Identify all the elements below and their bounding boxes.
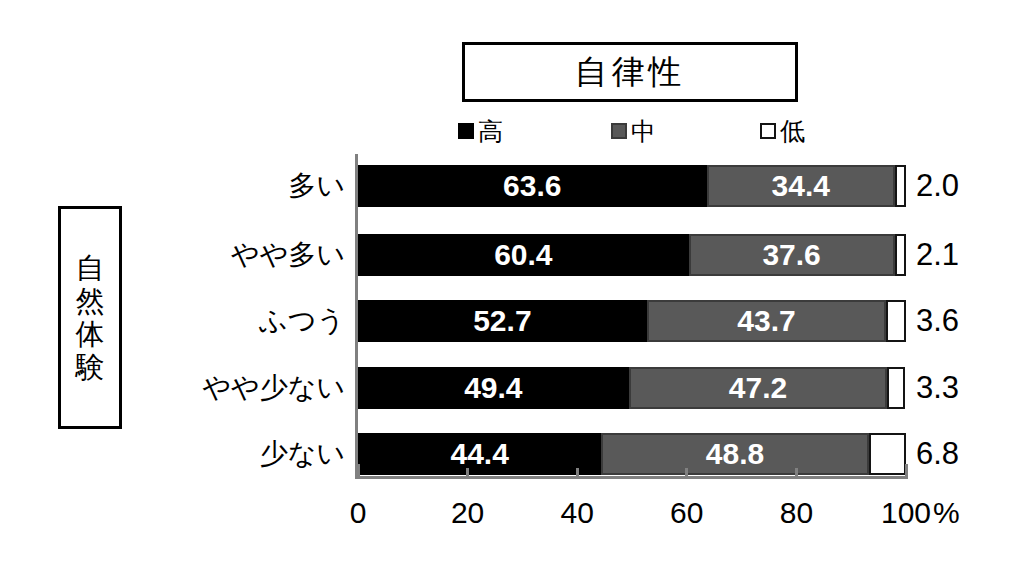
legend-swatch-icon (760, 123, 776, 139)
bar-segment-中: 34.4 (707, 165, 896, 207)
bar-segment-高: 60.4 (358, 234, 689, 276)
x-axis-tick-label: 20 (423, 498, 513, 528)
outside-value-label: 6.8 (916, 433, 1011, 475)
legend: 高中低 (0, 116, 1024, 146)
bar-segment-低 (887, 367, 905, 409)
category-label: やや多い (95, 234, 345, 276)
legend-item-中: 中 (611, 116, 656, 146)
bar-segment-低 (886, 300, 906, 342)
bar-segment-低 (869, 433, 906, 475)
bar-segment-中: 43.7 (647, 300, 886, 342)
category-label: 多い (95, 165, 345, 207)
bar-row: 52.743.7 (358, 300, 906, 342)
outside-value-label: 3.6 (916, 300, 1011, 342)
bar-segment-中: 47.2 (629, 367, 888, 409)
bar-segment-高: 49.4 (358, 367, 629, 409)
legend-label: 低 (780, 116, 805, 146)
legend-swatch-icon (611, 123, 627, 139)
bar-row: 49.447.2 (358, 367, 906, 409)
bar-segment-高: 63.6 (358, 165, 707, 207)
stacked-bar-chart: 自律性 高中低 自然体験 多い63.634.42.0やや多い60.437.62.… (0, 0, 1024, 575)
x-axis-tick-label: 0 (313, 498, 403, 528)
legend-label: 高 (478, 116, 503, 146)
x-axis-unit-label: % (933, 498, 960, 528)
legend-label: 中 (631, 116, 656, 146)
category-label: ふつう (95, 300, 345, 342)
legend-item-高: 高 (458, 116, 503, 146)
category-label: やや少ない (95, 367, 345, 409)
bar-segment-低 (895, 234, 907, 276)
bar-segment-高: 44.4 (358, 433, 601, 475)
category-label: 少ない (95, 433, 345, 475)
x-axis-line (355, 476, 908, 479)
bar-segment-中: 48.8 (601, 433, 868, 475)
bar-segment-高: 52.7 (358, 300, 647, 342)
x-axis-tick (576, 468, 579, 476)
x-axis-tick-label: 80 (751, 498, 841, 528)
legend-swatch-icon (458, 123, 474, 139)
chart-title-box: 自律性 (462, 42, 798, 102)
x-axis-tick (357, 464, 360, 476)
outside-value-label: 2.1 (916, 234, 1011, 276)
outside-value-label: 2.0 (916, 165, 1011, 207)
bar-segment-低 (895, 165, 906, 207)
bar-row: 63.634.4 (358, 165, 906, 207)
legend-item-低: 低 (760, 116, 805, 146)
x-axis-tick (685, 468, 688, 476)
bar-row: 60.437.6 (358, 234, 906, 276)
x-axis-tick (905, 464, 908, 476)
chart-title: 自律性 (575, 50, 686, 95)
outside-value-label: 3.3 (916, 367, 1011, 409)
y-axis-line (355, 154, 358, 477)
bar-segment-中: 37.6 (689, 234, 895, 276)
x-axis-tick (795, 468, 798, 476)
x-axis-tick-label: 40 (532, 498, 622, 528)
bar-row: 44.448.8 (358, 433, 906, 475)
x-axis-tick (466, 468, 469, 476)
x-axis-tick-label: 60 (642, 498, 732, 528)
